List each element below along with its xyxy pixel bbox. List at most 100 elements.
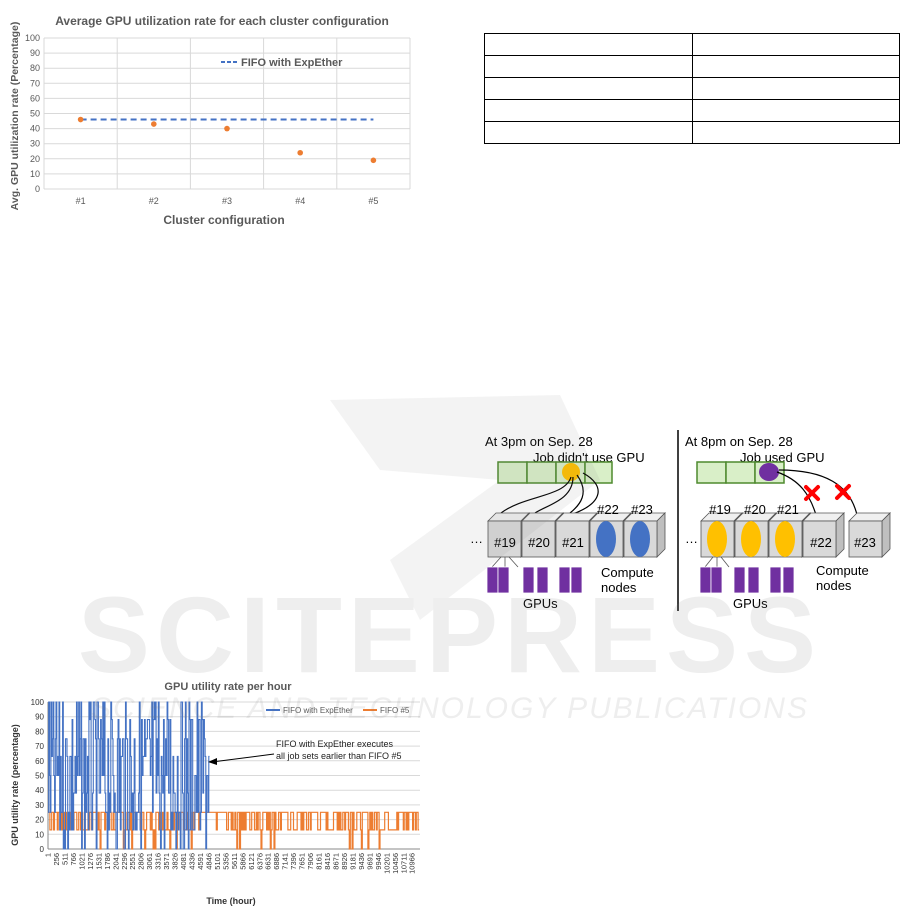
chart2-x-tick: 766 — [69, 853, 78, 866]
table-cell — [691, 99, 900, 122]
chart1-y-tick: 100 — [25, 33, 40, 43]
avg-utilization-chart: Average GPU utilization rate for each cl… — [9, 14, 411, 227]
left-compute-label-2: nodes — [601, 580, 637, 595]
chart2-x-tick: 256 — [52, 853, 61, 866]
chart2-ylabel: GPU utility rate (percentage) — [10, 724, 20, 846]
chart1-y-tick: 80 — [30, 63, 40, 73]
right-node-label-23: #23 — [854, 535, 876, 550]
chart1-legend-label: FIFO with ExpEther — [241, 57, 343, 69]
chart2-x-tick: 9436 — [357, 853, 366, 870]
chart2-x-tick: 8926 — [340, 853, 349, 870]
chart2-x-tick: 3571 — [162, 853, 171, 870]
right-node-label-19: #19 — [709, 502, 731, 517]
chart2-x-tick: 5611 — [230, 853, 239, 869]
chart2-x-tick: 2296 — [120, 853, 129, 870]
chart2-x-tick: 5101 — [213, 853, 222, 870]
chart1-y-tick: 70 — [30, 78, 40, 88]
chart1-grid — [43, 37, 411, 190]
chart1-x-tick: #5 — [368, 196, 378, 206]
chart2-x-tick: 1 — [44, 853, 53, 857]
chart2-title: GPU utility rate per hour — [164, 681, 292, 693]
chart2-y-tick: 20 — [35, 816, 44, 825]
chart2-y-tick: 60 — [35, 757, 44, 766]
left-gpus-label: GPUs — [523, 596, 558, 611]
chart2-legend-expether: FIFO with ExpEther — [283, 706, 353, 715]
chart2-x-tick: 8671 — [332, 853, 341, 870]
left-node-label-20: #20 — [528, 535, 550, 550]
chart2-x-tick: 9181 — [348, 853, 357, 870]
chart1-point — [224, 125, 230, 132]
table-cell — [691, 33, 900, 56]
chart2-x-tick: 3061 — [145, 853, 154, 870]
table-cell — [484, 99, 693, 122]
chart2-x-ticks: 1 256 511 766 1021 1276 1531 1786 2041 2296 2551 28… — [44, 853, 417, 874]
table-row — [484, 33, 900, 56]
table-row — [484, 77, 900, 100]
chart2-x-tick: 3316 — [154, 853, 163, 870]
chart1-y-tick: 10 — [30, 169, 40, 179]
chart2-x-tick: 7396 — [289, 853, 298, 870]
chart2-x-tick: 1531 — [94, 853, 103, 870]
table-cell — [484, 33, 693, 56]
chart2-line-fifo5 — [48, 811, 420, 850]
chart2-x-tick: 6886 — [272, 853, 281, 870]
chart2-x-tick: 6121 — [247, 853, 256, 870]
configuration-table — [484, 33, 900, 144]
chart2-x-tick: 5356 — [221, 853, 230, 870]
chart2-x-tick: 511 — [60, 853, 69, 865]
chart1-x-tick: #2 — [149, 196, 159, 206]
left-node-label-23: #23 — [631, 502, 653, 517]
left-gpus — [486, 556, 583, 594]
table-row — [484, 55, 900, 78]
chart2-x-tick: 2551 — [128, 853, 137, 870]
chart2-y-tick: 70 — [35, 742, 44, 751]
chart2-y-tick: 0 — [40, 845, 45, 854]
right-compute-label-1: Compute — [816, 563, 869, 578]
chart2-x-tick: 8416 — [323, 853, 332, 870]
chart1-y-tick: 20 — [30, 154, 40, 164]
chart1-y-ticks: 0 10 20 30 40 50 60 70 80 90 100 — [25, 33, 40, 194]
chart2-y-tick: 80 — [35, 727, 44, 736]
right-gpus — [699, 556, 795, 594]
right-compute-label-2: nodes — [816, 578, 852, 593]
right-node-22: #22 — [802, 512, 845, 558]
table-cell — [691, 77, 900, 100]
chart1-x-tick: #4 — [295, 196, 305, 206]
chart2-x-tick: 8161 — [315, 853, 324, 870]
chart2-annotation-arrowhead — [208, 758, 217, 765]
chart2-x-tick: 10201 — [382, 853, 391, 874]
right-node-label-22: #22 — [810, 535, 832, 550]
right-ellipsis: … — [685, 531, 698, 546]
left-node-label-21: #21 — [562, 535, 584, 550]
chart2-y-tick: 30 — [35, 801, 44, 810]
chart2-annotation-line1: FIFO with ExpEther executes — [276, 739, 394, 749]
chart1-point — [370, 157, 377, 164]
chart2-x-tick: 7141 — [281, 853, 290, 870]
chart2-x-tick: 1786 — [103, 853, 112, 870]
table-cell — [484, 77, 693, 100]
chart2-x-tick: 7906 — [306, 853, 315, 870]
chart2-x-tick: 10456 — [391, 853, 400, 874]
table-row — [484, 99, 900, 122]
table-cell — [484, 121, 693, 144]
left-arrows — [500, 472, 599, 516]
chart2-xlabel: Time (hour) — [206, 896, 255, 906]
chart1-y-tick: 90 — [30, 48, 40, 58]
chart1-y-tick: 50 — [30, 109, 40, 119]
table-cell — [691, 121, 900, 144]
hourly-utility-chart: GPU utility rate per hour 0 10 20 30 40 50 60 7… — [10, 681, 420, 906]
left-node-19: #19 — [487, 512, 530, 558]
chart1-y-tick: 40 — [30, 124, 40, 134]
chart2-annotation-arrow — [211, 753, 275, 763]
chart2-legend-fifo5: FIFO #5 — [380, 706, 410, 715]
chart2-x-tick: 4081 — [179, 853, 188, 870]
chart2-annotation-line2: all job sets earlier than FIFO #5 — [276, 751, 402, 761]
right-node-label-20: #20 — [744, 502, 766, 517]
chart2-x-tick: 9691 — [365, 853, 374, 870]
right-gpus-label: GPUs — [733, 596, 768, 611]
chart2-x-tick: 6631 — [264, 853, 273, 870]
left-job-queue — [497, 461, 613, 484]
chart1-y-tick: 0 — [35, 184, 40, 194]
left-caption: At 3pm on Sep. 28 — [485, 434, 593, 449]
chart1-point — [297, 149, 304, 156]
